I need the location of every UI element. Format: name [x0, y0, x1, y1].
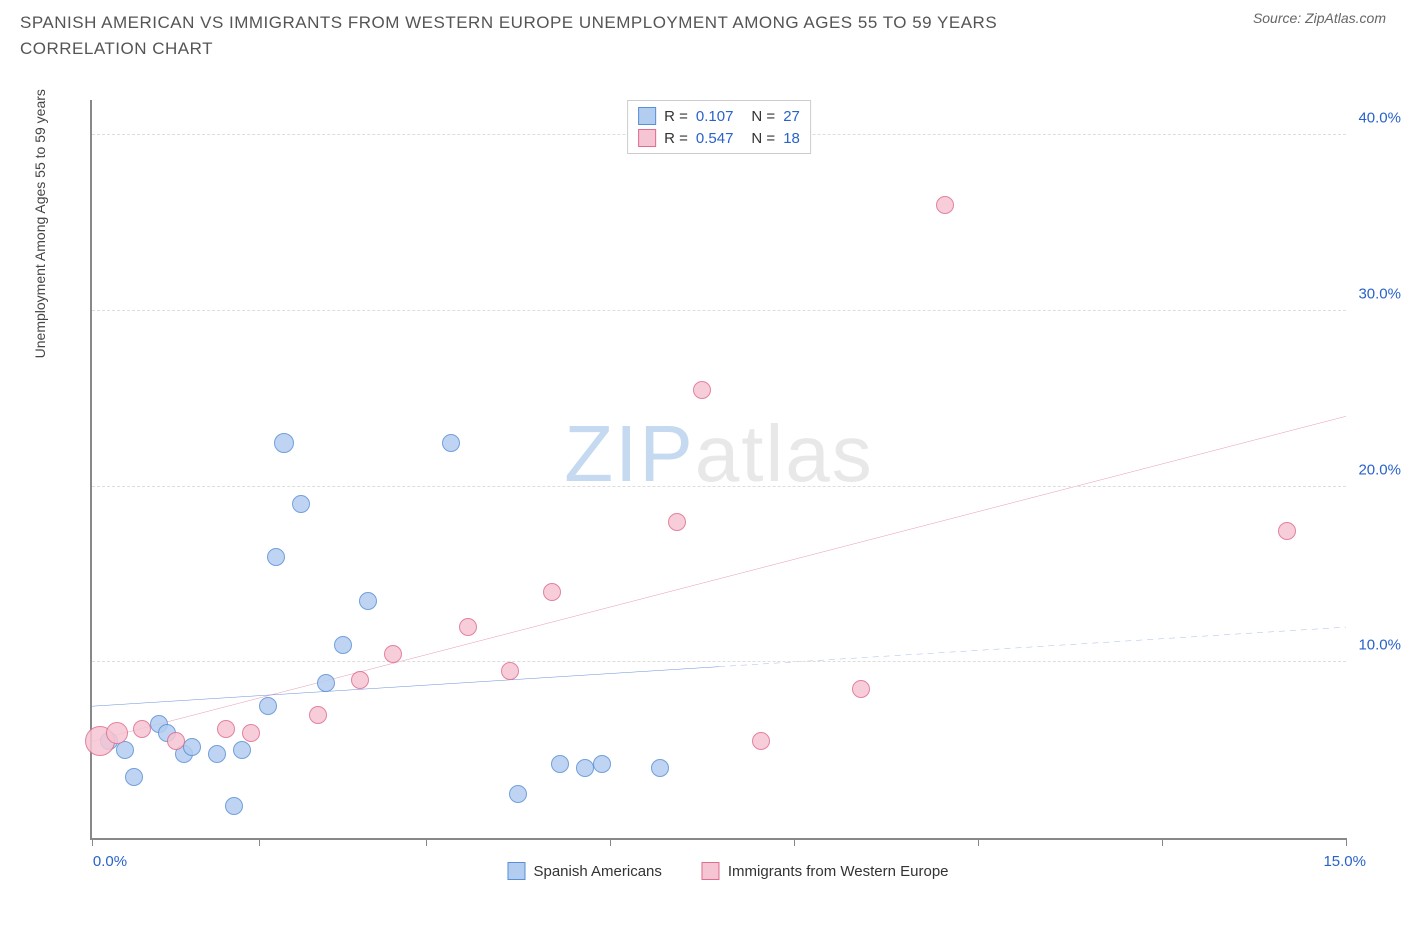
- gridline: [92, 486, 1346, 487]
- stat-n-value: 27: [783, 108, 800, 125]
- x-tick: [610, 838, 611, 846]
- scatter-point: [125, 768, 143, 786]
- scatter-point: [208, 745, 226, 763]
- y-tick-label: 10.0%: [1358, 637, 1401, 654]
- plot-area: ZIPatlas R =0.107N =27R =0.547N =18 10.0…: [90, 100, 1346, 840]
- x-tick: [259, 838, 260, 846]
- x-axis-min-label: 0.0%: [93, 853, 127, 870]
- legend-item: Spanish Americans: [507, 862, 661, 880]
- scatter-point: [509, 785, 527, 803]
- y-axis-label: Unemployment Among Ages 55 to 59 years: [32, 89, 48, 358]
- scatter-point: [852, 680, 870, 698]
- scatter-point: [167, 732, 185, 750]
- trend-line-solid: [92, 416, 1346, 741]
- scatter-point: [242, 724, 260, 742]
- stat-r-label: R =: [664, 130, 688, 147]
- scatter-point: [317, 674, 335, 692]
- stat-row: R = 0.107 N = 27: [638, 105, 800, 127]
- x-tick: [794, 838, 795, 846]
- legend-swatch: [702, 862, 720, 880]
- y-tick-label: 30.0%: [1358, 285, 1401, 302]
- scatter-point: [459, 618, 477, 636]
- chart-container: Unemployment Among Ages 55 to 59 years Z…: [70, 80, 1386, 890]
- stat-row: R = 0.547 N = 18: [638, 127, 800, 149]
- trend-lines-layer: [92, 100, 1346, 838]
- scatter-point: [274, 433, 294, 453]
- scatter-point: [442, 434, 460, 452]
- scatter-point: [593, 755, 611, 773]
- stat-r-value: 0.547: [696, 130, 734, 147]
- legend-label: Spanish Americans: [533, 863, 661, 880]
- y-tick-label: 20.0%: [1358, 461, 1401, 478]
- x-tick: [426, 838, 427, 846]
- scatter-point: [292, 495, 310, 513]
- scatter-point: [359, 592, 377, 610]
- scatter-point: [233, 741, 251, 759]
- scatter-point: [183, 738, 201, 756]
- scatter-point: [267, 548, 285, 566]
- scatter-point: [217, 720, 235, 738]
- legend-item: Immigrants from Western Europe: [702, 862, 949, 880]
- scatter-point: [668, 513, 686, 531]
- scatter-point: [106, 722, 128, 744]
- stat-r-label: R =: [664, 108, 688, 125]
- scatter-point: [225, 797, 243, 815]
- y-tick-label: 40.0%: [1358, 110, 1401, 127]
- stat-r-value: 0.107: [696, 108, 734, 125]
- series-swatch: [638, 107, 656, 125]
- scatter-point: [936, 196, 954, 214]
- series-swatch: [638, 129, 656, 147]
- scatter-point: [259, 697, 277, 715]
- scatter-point: [752, 732, 770, 750]
- scatter-point: [116, 741, 134, 759]
- scatter-point: [351, 671, 369, 689]
- x-tick: [1162, 838, 1163, 846]
- scatter-point: [576, 759, 594, 777]
- x-tick: [978, 838, 979, 846]
- scatter-point: [551, 755, 569, 773]
- x-tick: [92, 838, 93, 846]
- legend-label: Immigrants from Western Europe: [728, 863, 949, 880]
- scatter-point: [334, 636, 352, 654]
- trend-line-solid: [92, 667, 719, 707]
- x-tick: [1346, 838, 1347, 846]
- x-axis-max-label: 15.0%: [1323, 853, 1366, 870]
- legend-swatch: [507, 862, 525, 880]
- legend: Spanish Americans Immigrants from Western…: [507, 862, 948, 880]
- scatter-point: [543, 583, 561, 601]
- source-attribution: Source: ZipAtlas.com: [1253, 10, 1386, 26]
- stat-n-label: N =: [751, 130, 775, 147]
- stat-n-label: N =: [751, 108, 775, 125]
- scatter-point: [1278, 522, 1296, 540]
- chart-title: SPANISH AMERICAN VS IMMIGRANTS FROM WEST…: [20, 10, 1120, 61]
- gridline: [92, 310, 1346, 311]
- scatter-point: [693, 381, 711, 399]
- gridline: [92, 661, 1346, 662]
- scatter-point: [384, 645, 402, 663]
- stat-n-value: 18: [783, 130, 800, 147]
- scatter-point: [501, 662, 519, 680]
- scatter-point: [133, 720, 151, 738]
- scatter-point: [309, 706, 327, 724]
- scatter-point: [651, 759, 669, 777]
- correlation-stats-box: R = 0.107 N = 27 R = 0.547 N = 18: [627, 100, 811, 154]
